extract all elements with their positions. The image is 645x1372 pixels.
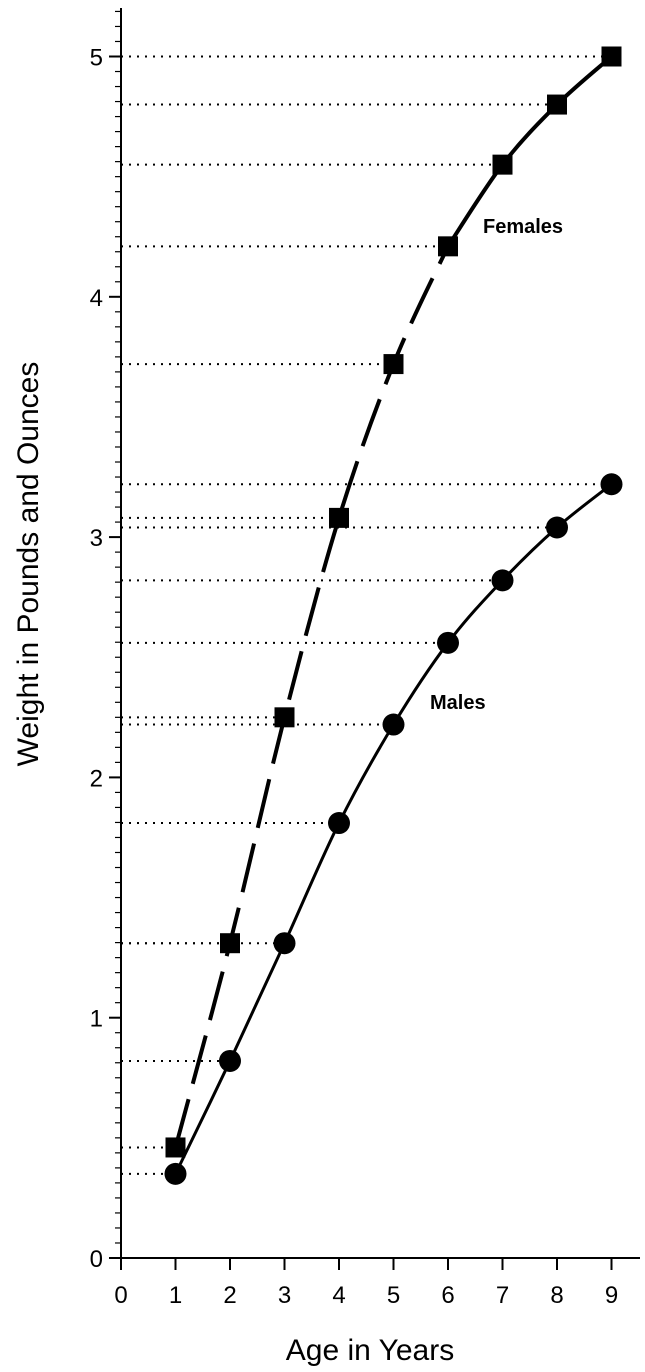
x-tick-label: 0 <box>114 1282 127 1309</box>
series-group <box>164 46 623 1185</box>
females-marker <box>601 46 622 67</box>
males-marker <box>437 631 459 654</box>
males-line <box>174 483 613 1175</box>
x-tick-label: 7 <box>496 1282 509 1309</box>
x-tick-label: 1 <box>169 1282 182 1309</box>
males-marker <box>328 812 350 835</box>
series-label-females: Females <box>483 216 563 238</box>
x-tick-label: 6 <box>441 1282 454 1309</box>
x-tick-label: 2 <box>223 1282 236 1309</box>
y-tick-label: 3 <box>90 525 103 552</box>
females-marker <box>438 236 458 257</box>
females-marker <box>165 1137 186 1158</box>
x-tick-label: 5 <box>387 1282 400 1309</box>
males-marker <box>382 713 405 736</box>
males-marker <box>164 1162 187 1185</box>
y-axis-title: Weight in Pounds and Ounces <box>12 362 45 767</box>
x-tick-label: 9 <box>605 1282 618 1309</box>
axes: 0 1 2 3 4 5 0 1 2 3 4 5 6 7 8 9 <box>90 8 640 1309</box>
females-line-dashed <box>173 245 450 1148</box>
x-tick-label: 8 <box>550 1282 563 1309</box>
y-tick-label: 0 <box>90 1246 103 1273</box>
females-line-solid <box>446 54 613 248</box>
females-marker <box>547 94 567 115</box>
females-marker <box>274 707 295 728</box>
y-tick-label: 4 <box>90 285 103 312</box>
y-tick-label: 1 <box>90 1006 103 1033</box>
females-marker <box>383 354 404 375</box>
males-marker <box>491 569 514 592</box>
series-label-males: Males <box>430 692 486 714</box>
males-marker <box>546 516 568 539</box>
males-marker <box>273 932 296 955</box>
y-tick-label: 5 <box>90 45 103 72</box>
x-tick-label: 3 <box>278 1282 291 1309</box>
x-tick-label: 4 <box>332 1282 345 1309</box>
females-marker <box>220 933 240 954</box>
females-marker <box>329 507 349 528</box>
males-marker <box>600 473 623 496</box>
x-axis-title: Age in Years <box>286 1334 454 1367</box>
y-tick-label: 2 <box>90 765 103 792</box>
males-marker <box>219 1049 241 1072</box>
females-marker <box>492 154 513 175</box>
